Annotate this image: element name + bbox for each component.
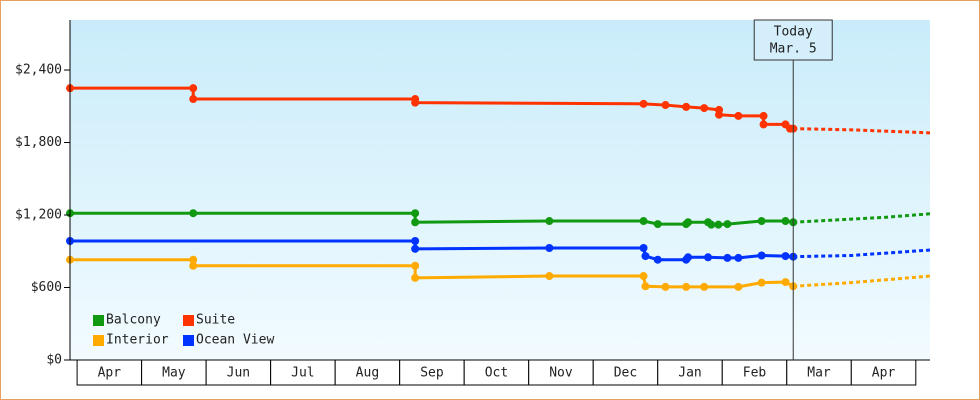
point — [653, 220, 662, 229]
x-tick-box — [76, 359, 143, 386]
point — [723, 220, 732, 229]
point — [641, 252, 650, 261]
point — [723, 253, 732, 262]
x-tick-label: Jul — [291, 366, 314, 381]
point — [639, 243, 648, 252]
point — [411, 261, 420, 270]
x-tick-label: Jan — [678, 366, 701, 381]
point — [189, 255, 198, 264]
point — [682, 282, 691, 291]
point — [734, 111, 743, 120]
point — [639, 99, 648, 108]
forecast-line — [793, 127, 931, 135]
point — [781, 217, 790, 226]
y-tick-label: $0 — [46, 353, 62, 368]
x-tick-box — [528, 359, 594, 386]
x-tick-label: Feb — [743, 366, 767, 381]
point — [661, 282, 670, 291]
point — [757, 278, 766, 287]
point — [700, 282, 709, 291]
point — [545, 217, 554, 226]
point — [545, 272, 554, 281]
x-tick-label: May — [162, 366, 186, 381]
point — [734, 282, 743, 291]
point — [639, 217, 648, 226]
today-label: Today — [774, 25, 813, 40]
x-tick-label: Dec — [614, 366, 637, 381]
point — [545, 243, 554, 252]
point — [684, 218, 693, 227]
x-tick-label: Oct — [485, 366, 508, 381]
x-tick-box — [141, 359, 207, 386]
point — [714, 220, 723, 229]
legend-swatch — [183, 315, 194, 326]
point — [704, 253, 713, 262]
point — [757, 251, 766, 260]
x-tick-box — [463, 359, 530, 386]
x-tick-box — [850, 359, 917, 386]
point — [189, 84, 198, 93]
legend-label: Suite — [196, 313, 235, 328]
x-tick-label: Aug — [356, 366, 379, 381]
point — [411, 218, 420, 227]
x-tick-label: Nov — [549, 366, 573, 381]
point — [715, 110, 724, 119]
legend-label: Interior — [106, 333, 169, 348]
point — [189, 261, 198, 270]
today-box — [753, 19, 833, 61]
point — [641, 282, 650, 291]
x-tick-box — [334, 359, 401, 386]
point — [682, 102, 691, 111]
point — [757, 217, 766, 226]
point — [734, 253, 743, 262]
point — [411, 236, 420, 245]
point — [781, 252, 790, 261]
legend-swatch — [93, 335, 104, 346]
y-tick-label: $2,400 — [15, 63, 62, 78]
point — [411, 98, 420, 107]
y-tick-label: $1,200 — [15, 208, 62, 223]
legend-swatch — [183, 335, 194, 346]
point — [759, 120, 768, 129]
y-tick-label: $600 — [31, 280, 62, 295]
point — [700, 104, 709, 113]
x-tick-label: Apr — [98, 366, 122, 381]
legend-label: Balcony — [106, 313, 161, 328]
forecast-line — [793, 248, 931, 259]
forecast-line — [793, 212, 931, 224]
point — [411, 209, 420, 218]
forecast-line — [793, 274, 931, 288]
point — [684, 253, 693, 262]
point — [189, 95, 198, 104]
x-tick-label: Jun — [227, 366, 250, 381]
point — [707, 220, 716, 229]
point — [411, 244, 420, 253]
x-tick-box — [205, 359, 272, 386]
legend-label: Ocean View — [196, 333, 274, 348]
x-tick-label: Mar — [807, 366, 831, 381]
point — [781, 278, 790, 287]
point — [639, 272, 648, 281]
x-tick-box — [657, 359, 723, 386]
point — [661, 101, 670, 110]
x-tick-label: Sep — [420, 366, 444, 381]
point — [411, 273, 420, 282]
point — [653, 255, 662, 264]
x-tick-label: Apr — [872, 366, 896, 381]
legend-swatch — [93, 315, 104, 326]
point — [759, 111, 768, 120]
x-tick-box — [592, 359, 659, 386]
point — [189, 209, 198, 218]
plot-area — [70, 20, 930, 360]
today-label: Mar. 5 — [770, 42, 817, 57]
y-tick-label: $1,800 — [15, 135, 62, 150]
